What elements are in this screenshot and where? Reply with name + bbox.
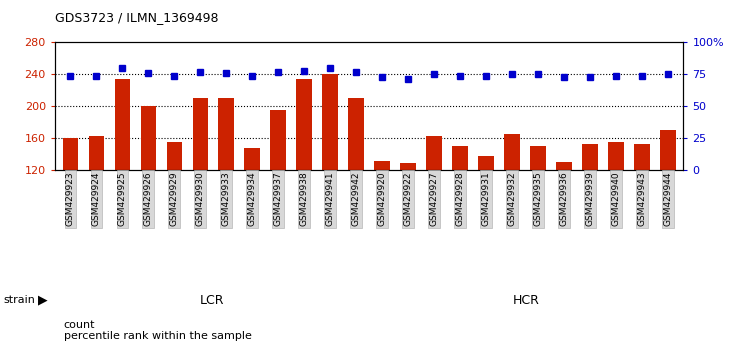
Text: GSM429935: GSM429935 <box>534 172 542 227</box>
Text: GSM429934: GSM429934 <box>248 172 257 226</box>
Text: percentile rank within the sample: percentile rank within the sample <box>64 331 251 341</box>
Text: HCR: HCR <box>513 293 539 307</box>
Bar <box>296 79 312 266</box>
Bar <box>349 98 364 266</box>
Bar <box>608 142 624 266</box>
Bar <box>530 146 546 266</box>
Text: GSM429926: GSM429926 <box>144 172 153 226</box>
Bar <box>452 146 468 266</box>
Text: GSM429929: GSM429929 <box>170 172 179 226</box>
Text: GSM429920: GSM429920 <box>378 172 387 226</box>
Text: GSM429924: GSM429924 <box>92 172 101 226</box>
Bar <box>140 106 156 266</box>
Bar <box>374 161 390 266</box>
Bar <box>88 136 105 266</box>
Text: GSM429936: GSM429936 <box>559 172 569 227</box>
Bar <box>219 98 234 266</box>
Text: GSM429927: GSM429927 <box>430 172 439 226</box>
Text: GSM429937: GSM429937 <box>273 172 283 227</box>
Text: GSM429923: GSM429923 <box>66 172 75 226</box>
Bar <box>244 148 260 266</box>
Text: GSM429925: GSM429925 <box>118 172 127 226</box>
Text: GSM429930: GSM429930 <box>196 172 205 227</box>
Bar <box>401 163 416 266</box>
Bar <box>504 134 520 266</box>
Bar <box>660 130 675 266</box>
Text: GSM429939: GSM429939 <box>586 172 594 227</box>
Text: GSM429941: GSM429941 <box>326 172 335 226</box>
Text: GSM429938: GSM429938 <box>300 172 308 227</box>
Bar <box>322 74 338 266</box>
Text: strain: strain <box>4 295 36 305</box>
Bar <box>270 110 286 266</box>
Text: GSM429931: GSM429931 <box>482 172 491 227</box>
Text: GSM429944: GSM429944 <box>664 172 673 226</box>
Bar <box>634 144 650 266</box>
Text: GDS3723 / ILMN_1369498: GDS3723 / ILMN_1369498 <box>55 11 219 24</box>
Bar <box>115 79 130 266</box>
Bar <box>192 98 208 266</box>
Text: GSM429933: GSM429933 <box>221 172 231 227</box>
Text: LCR: LCR <box>200 293 224 307</box>
Text: GSM429928: GSM429928 <box>455 172 465 226</box>
Text: GSM429932: GSM429932 <box>507 172 517 226</box>
Bar <box>478 155 494 266</box>
Bar <box>63 138 78 266</box>
Bar <box>582 144 598 266</box>
Bar <box>556 162 572 266</box>
Text: GSM429922: GSM429922 <box>404 172 412 226</box>
Text: ▶: ▶ <box>38 293 48 307</box>
Bar <box>167 142 182 266</box>
Bar <box>426 136 442 266</box>
Text: GSM429942: GSM429942 <box>352 172 360 226</box>
Text: GSM429940: GSM429940 <box>611 172 621 226</box>
Text: GSM429943: GSM429943 <box>637 172 646 226</box>
Text: count: count <box>64 320 95 330</box>
